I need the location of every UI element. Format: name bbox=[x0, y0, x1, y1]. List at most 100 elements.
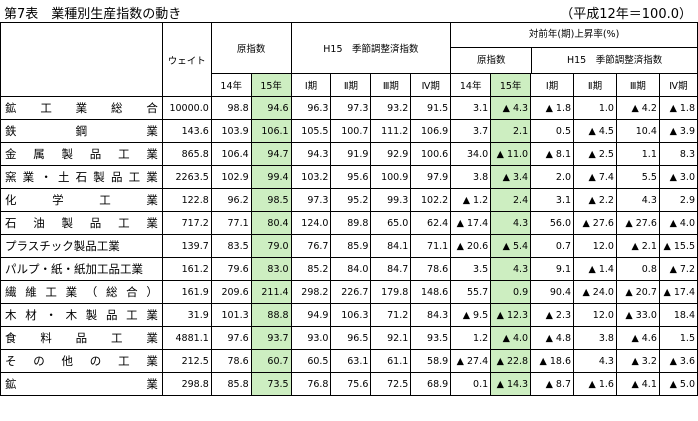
table-row: 食料品工業 4881.1 97.6 93.7 93.0 96.5 92.1 93.5 1.2 ▲ … bbox=[0, 326, 698, 350]
cell-r14: 0.1 bbox=[450, 372, 492, 396]
cell-q1: 3.1 bbox=[530, 188, 575, 212]
cell-k1: 96.3 bbox=[290, 96, 332, 120]
cell-k2: 100.7 bbox=[330, 119, 372, 143]
cell-k2: 89.8 bbox=[330, 211, 372, 235]
cell-q2: ▲ 4.5 bbox=[573, 119, 617, 143]
cell-r14: 3.7 bbox=[450, 119, 492, 143]
cell-g14: 106.4 bbox=[210, 142, 252, 166]
industry-name: 石油製品工業 bbox=[0, 211, 163, 235]
cell-weight: 161.2 bbox=[161, 257, 212, 281]
col-header: 14年 bbox=[210, 73, 252, 97]
cell-q4: ▲ 7.2 bbox=[658, 257, 698, 281]
col-header: Ⅲ期 bbox=[370, 73, 412, 97]
cell-q2: 12.0 bbox=[573, 234, 617, 258]
col-header: Ⅳ期 bbox=[658, 73, 698, 97]
cell-k2: 84.0 bbox=[330, 257, 372, 281]
cell-g14: 83.5 bbox=[210, 234, 252, 258]
industry-name: 鉄鋼業 bbox=[0, 119, 163, 143]
cell-g15: 73.5 bbox=[250, 372, 292, 396]
cell-k1: 76.7 bbox=[290, 234, 332, 258]
table-row: その他の工業 212.5 78.6 60.7 60.5 63.1 61.1 58.9 ▲ 27.… bbox=[0, 349, 698, 373]
table-row: パルプ・紙・紙加工品工業 161.2 79.6 83.0 85.2 84.0 84.7 78.… bbox=[0, 257, 698, 281]
cell-k1: 105.5 bbox=[290, 119, 332, 143]
cell-r14: ▲ 17.4 bbox=[450, 211, 492, 235]
cell-k2: 97.3 bbox=[330, 96, 372, 120]
industry-name: 金属製品工業 bbox=[0, 142, 163, 166]
cell-q3: ▲ 20.7 bbox=[615, 280, 660, 304]
cell-r14: 34.0 bbox=[450, 142, 492, 166]
cell-q3: ▲ 2.1 bbox=[615, 234, 660, 258]
weight-header: ウェイト bbox=[161, 22, 212, 97]
cell-g14: 85.8 bbox=[210, 372, 252, 396]
cell-k1: 60.5 bbox=[290, 349, 332, 373]
cell-q3: 0.8 bbox=[615, 257, 660, 281]
cell-g14: 97.6 bbox=[210, 326, 252, 350]
cell-k4: 84.3 bbox=[410, 303, 452, 327]
cell-q2: 12.0 bbox=[573, 303, 617, 327]
cell-k4: 91.5 bbox=[410, 96, 452, 120]
cell-q4: ▲ 5.0 bbox=[658, 372, 698, 396]
cell-g15: 88.8 bbox=[250, 303, 292, 327]
cell-q3: 5.5 bbox=[615, 165, 660, 189]
production-index-table: ウェイト 原指数 H15 季節調整済指数 対前年(期)上昇率(%) 原指数 H1… bbox=[0, 22, 698, 396]
cell-q1: ▲ 1.8 bbox=[530, 96, 575, 120]
cell-weight: 143.6 bbox=[161, 119, 212, 143]
cell-q3: ▲ 3.2 bbox=[615, 349, 660, 373]
table-row: 鉱工業総合 10000.0 98.8 94.6 96.3 97.3 93.2 91.5 3.1 ▲… bbox=[0, 96, 698, 120]
cell-k2: 75.6 bbox=[330, 372, 372, 396]
cell-k1: 298.2 bbox=[290, 280, 332, 304]
cell-k3: 84.1 bbox=[370, 234, 412, 258]
cell-k3: 179.8 bbox=[370, 280, 412, 304]
cell-weight: 298.8 bbox=[161, 372, 212, 396]
cell-q4: ▲ 3.9 bbox=[658, 119, 698, 143]
table-row: 化学工業 122.8 96.2 98.5 97.3 95.2 99.3 102.2 ▲ 1.2 2… bbox=[0, 188, 698, 212]
cell-r14: ▲ 20.6 bbox=[450, 234, 492, 258]
industry-name: 化学工業 bbox=[0, 188, 163, 212]
col-header: 15年 bbox=[490, 73, 532, 97]
cell-q3: ▲ 33.0 bbox=[615, 303, 660, 327]
cell-k4: 71.1 bbox=[410, 234, 452, 258]
cell-k2: 96.5 bbox=[330, 326, 372, 350]
cell-k1: 94.3 bbox=[290, 142, 332, 166]
cell-q1: 90.4 bbox=[530, 280, 575, 304]
industry-name: 鉱工業総合 bbox=[0, 96, 163, 120]
cell-k3: 72.5 bbox=[370, 372, 412, 396]
cell-k4: 93.5 bbox=[410, 326, 452, 350]
cell-g15: 83.0 bbox=[250, 257, 292, 281]
taizen-header-group: 対前年(期)上昇率(%) 原指数 H15 季節調整済指数 bbox=[450, 22, 698, 74]
cell-q4: 2.9 bbox=[658, 188, 698, 212]
cell-r14: 3.8 bbox=[450, 165, 492, 189]
cell-k4: 97.9 bbox=[410, 165, 452, 189]
cell-k3: 65.0 bbox=[370, 211, 412, 235]
cell-k4: 68.9 bbox=[410, 372, 452, 396]
cell-g15: 79.0 bbox=[250, 234, 292, 258]
cell-k2: 226.7 bbox=[330, 280, 372, 304]
cell-q2: ▲ 27.6 bbox=[573, 211, 617, 235]
cell-r15: 4.3 bbox=[490, 211, 532, 235]
period-header-row: 14年 15年 Ⅰ期 Ⅱ期 Ⅲ期 Ⅳ期 14年 15年 Ⅰ期 Ⅱ期 Ⅲ期 Ⅳ期 bbox=[1, 73, 698, 97]
cell-k1: 76.8 bbox=[290, 372, 332, 396]
cell-q1: ▲ 4.8 bbox=[530, 326, 575, 350]
cell-weight: 139.7 bbox=[161, 234, 212, 258]
table-row: 窯業・土石製品工業 2263.5 102.9 99.4 103.2 95.6 100.9 97… bbox=[0, 165, 698, 189]
cell-k3: 99.3 bbox=[370, 188, 412, 212]
cell-g15: 93.7 bbox=[250, 326, 292, 350]
cell-g14: 98.8 bbox=[210, 96, 252, 120]
cell-q4: ▲ 3.6 bbox=[658, 349, 698, 373]
cell-r14: 3.5 bbox=[450, 257, 492, 281]
cell-g15: 99.4 bbox=[250, 165, 292, 189]
cell-k1: 93.0 bbox=[290, 326, 332, 350]
cell-k2: 95.6 bbox=[330, 165, 372, 189]
col-header: Ⅳ期 bbox=[410, 73, 452, 97]
cell-r15: ▲ 12.3 bbox=[490, 303, 532, 327]
cell-k2: 91.9 bbox=[330, 142, 372, 166]
cell-r15: ▲ 4.0 bbox=[490, 326, 532, 350]
cell-g14: 77.1 bbox=[210, 211, 252, 235]
cell-r15: 0.9 bbox=[490, 280, 532, 304]
cell-k1: 124.0 bbox=[290, 211, 332, 235]
cell-r15: 2.4 bbox=[490, 188, 532, 212]
cell-q3: ▲ 4.1 bbox=[615, 372, 660, 396]
taizen-kisetsu-header: H15 季節調整済指数 bbox=[566, 55, 663, 66]
cell-r14: 3.1 bbox=[450, 96, 492, 120]
cell-r15: 2.1 bbox=[490, 119, 532, 143]
